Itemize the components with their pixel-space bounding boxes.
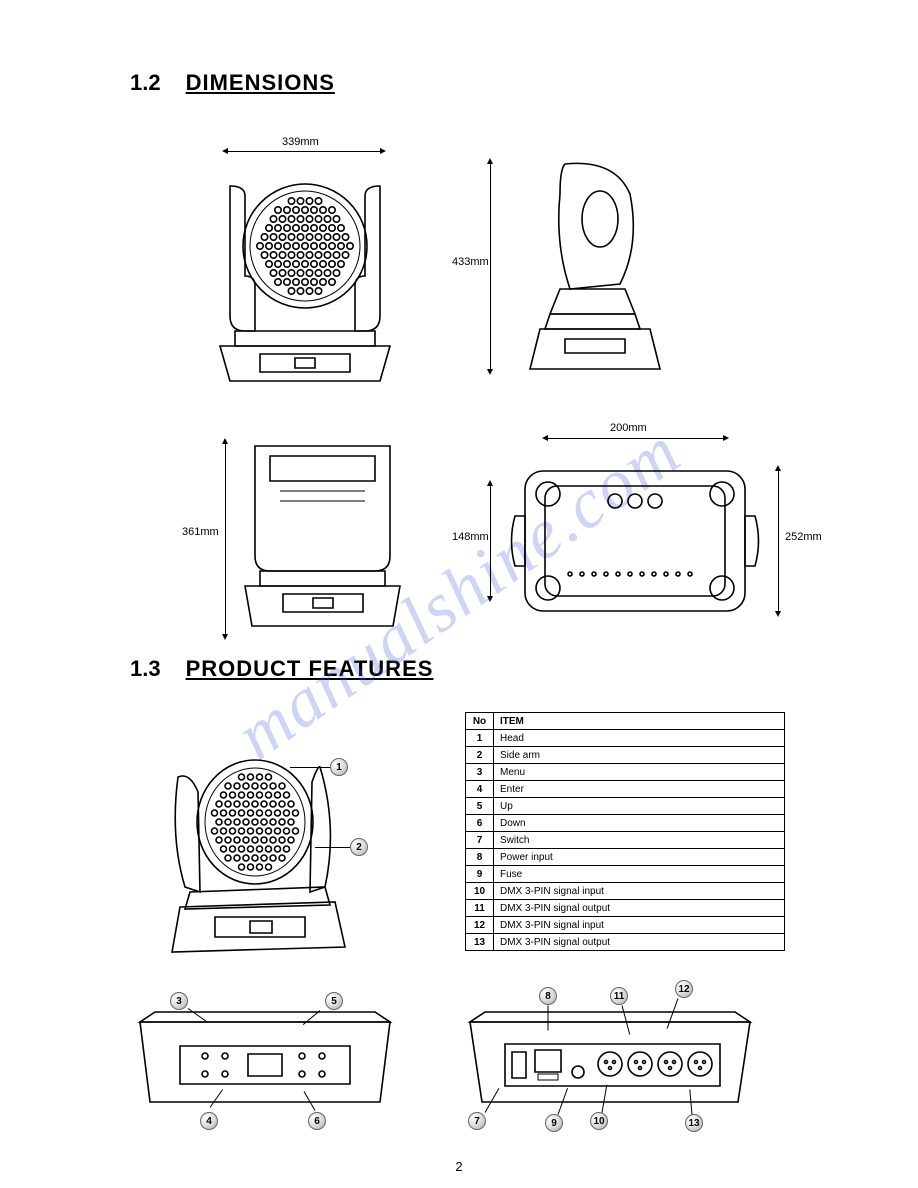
dim-252mm: 252mm [785, 531, 822, 543]
callout-7: 7 [468, 1112, 486, 1130]
cell-no: 2 [466, 747, 494, 764]
product-features-area: 1 2 No ITEM 1Head2Side arm3Menu4Enter5Up… [130, 712, 788, 1172]
dim-line [490, 164, 491, 369]
dim-arrow [487, 480, 493, 486]
table-row: 4Enter [466, 781, 785, 798]
dim-339mm: 339mm [282, 136, 319, 148]
cell-no: 5 [466, 798, 494, 815]
leader [548, 1006, 549, 1031]
cell-no: 13 [466, 934, 494, 951]
cell-item: Up [494, 798, 785, 815]
callout-9: 9 [545, 1114, 563, 1132]
table-row: 1Head [466, 730, 785, 747]
cell-item: Fuse [494, 866, 785, 883]
dim-arrow [222, 634, 228, 640]
dim-arrow [775, 611, 781, 617]
callout-6: 6 [308, 1112, 326, 1130]
cell-item: Side arm [494, 747, 785, 764]
callout-11: 11 [610, 987, 628, 1005]
table-row: 2Side arm [466, 747, 785, 764]
dim-line [548, 438, 723, 439]
cell-item: Power input [494, 849, 785, 866]
cell-item: Switch [494, 832, 785, 849]
cell-item: Enter [494, 781, 785, 798]
dim-arrow [723, 435, 729, 441]
callout-5: 5 [325, 992, 343, 1010]
table-row: 9Fuse [466, 866, 785, 883]
led-grid [210, 156, 400, 386]
cell-no: 10 [466, 883, 494, 900]
dimensions-figures: // draw LED dots into the first head 339… [130, 126, 788, 656]
section-num: 1.3 [130, 656, 161, 682]
dim-arrow [222, 438, 228, 444]
table-row: 3Menu [466, 764, 785, 781]
cell-no: 6 [466, 815, 494, 832]
rear-view-sketch [235, 426, 410, 636]
cell-item: DMX 3-PIN signal output [494, 900, 785, 917]
callout-3: 3 [170, 992, 188, 1010]
features-table: No ITEM 1Head2Side arm3Menu4Enter5Up6Dow… [465, 712, 785, 951]
page-number: 2 [455, 1159, 462, 1174]
cell-no: 9 [466, 866, 494, 883]
table-row: 5Up [466, 798, 785, 815]
dim-line [225, 444, 226, 634]
cell-no: 3 [466, 764, 494, 781]
cell-no: 4 [466, 781, 494, 798]
table-row: 11DMX 3-PIN signal output [466, 900, 785, 917]
dim-arrow [775, 465, 781, 471]
table-row: 12DMX 3-PIN signal input [466, 917, 785, 934]
cell-no: 7 [466, 832, 494, 849]
cell-item: Menu [494, 764, 785, 781]
dim-arrow [542, 435, 548, 441]
table-row: 7Switch [466, 832, 785, 849]
cell-no: 11 [466, 900, 494, 917]
base-view-sketch [500, 446, 770, 636]
callout-10: 10 [590, 1112, 608, 1130]
callout-4: 4 [200, 1112, 218, 1130]
cell-item: DMX 3-PIN signal input [494, 917, 785, 934]
th-no: No [466, 713, 494, 730]
section-num: 1.2 [130, 70, 161, 96]
cell-no: 8 [466, 849, 494, 866]
cell-item: DMX 3-PIN signal output [494, 934, 785, 951]
side-view-sketch [510, 154, 680, 386]
th-item: ITEM [494, 713, 785, 730]
cell-no: 1 [466, 730, 494, 747]
control-panel-front [130, 1002, 400, 1117]
dim-line [228, 151, 380, 152]
callout-2: 2 [350, 838, 368, 856]
dim-arrow [487, 596, 493, 602]
dim-line [490, 486, 491, 596]
callout-1: 1 [330, 758, 348, 776]
leader [290, 767, 330, 768]
leader [315, 847, 350, 848]
callout-8: 8 [539, 987, 557, 1005]
dim-433mm: 433mm [452, 256, 489, 268]
section-1-3-title: 1.3 PRODUCT FEATURES [130, 656, 788, 682]
dim-arrow [380, 148, 386, 154]
section-name: DIMENSIONS [186, 70, 335, 96]
cell-item: DMX 3-PIN signal input [494, 883, 785, 900]
table-row: 6Down [466, 815, 785, 832]
table-row: 8Power input [466, 849, 785, 866]
dim-arrow [222, 148, 228, 154]
section-name: PRODUCT FEATURES [186, 656, 434, 682]
dim-200mm: 200mm [610, 422, 647, 434]
callout-12: 12 [675, 980, 693, 998]
dim-arrow [487, 369, 493, 375]
dim-line [778, 471, 779, 611]
control-panel-rear [460, 1002, 760, 1117]
cell-item: Down [494, 815, 785, 832]
table-row: 10DMX 3-PIN signal input [466, 883, 785, 900]
dim-arrow [487, 158, 493, 164]
dim-361mm: 361mm [182, 526, 219, 538]
dim-148mm: 148mm [452, 531, 489, 543]
callout-13: 13 [685, 1114, 703, 1132]
cell-no: 12 [466, 917, 494, 934]
table-row: 13DMX 3-PIN signal output [466, 934, 785, 951]
cell-item: Head [494, 730, 785, 747]
section-1-2-title: 1.2 DIMENSIONS [130, 70, 788, 96]
